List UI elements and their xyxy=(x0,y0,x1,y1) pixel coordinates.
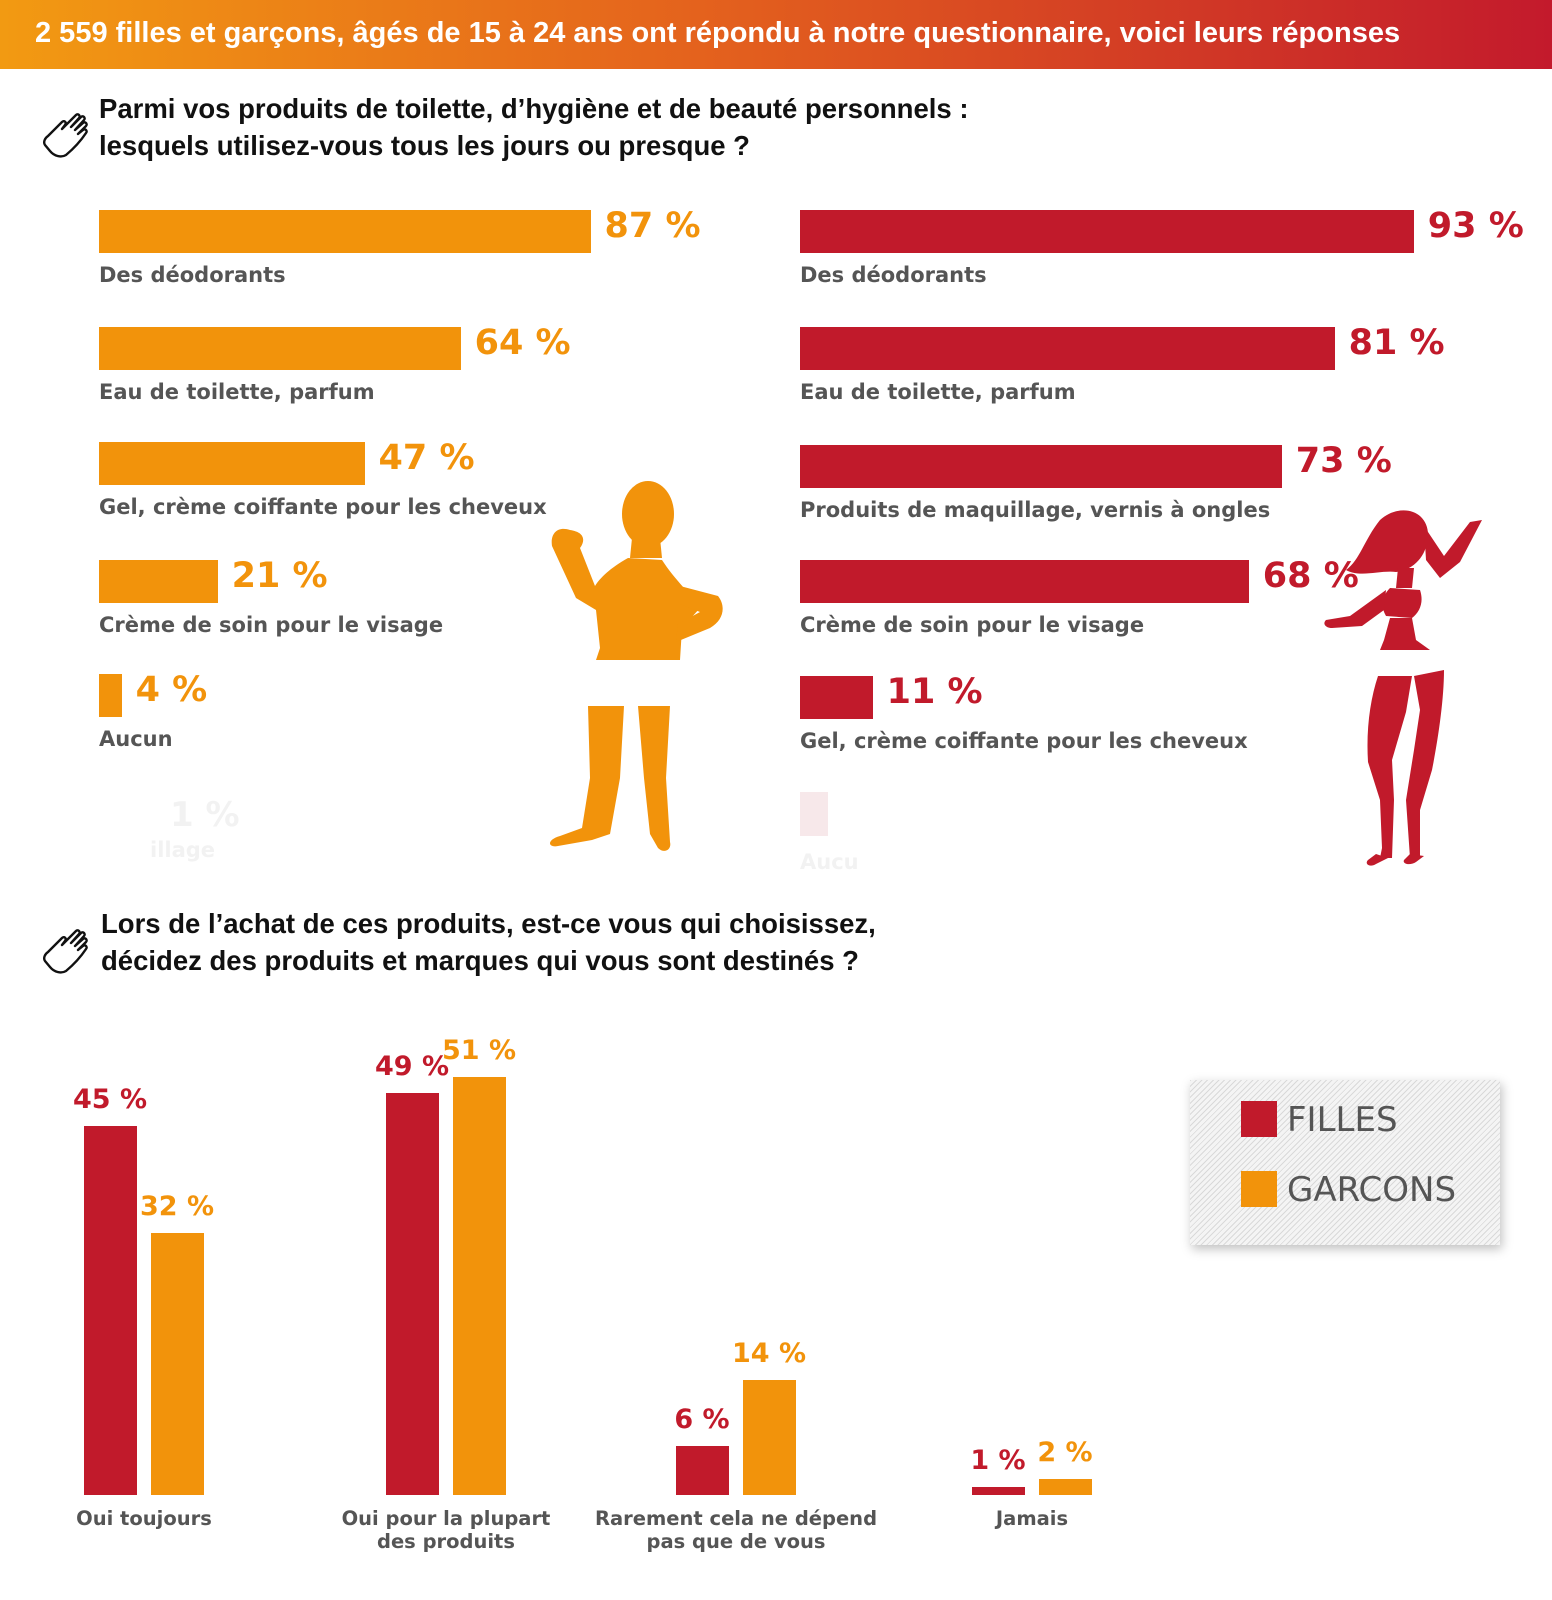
girls-category-label: Gel, crème coiffante pour les cheveux xyxy=(800,729,1248,753)
girls-category-label: Des déodorants xyxy=(800,263,987,287)
vbar-filles xyxy=(84,1126,137,1495)
vbar-filles xyxy=(972,1486,1025,1495)
vbar-garcons xyxy=(1039,1478,1092,1495)
vbar-garcons xyxy=(743,1380,796,1495)
vbar-category-label-line: Oui toujours xyxy=(76,1507,212,1530)
vbar-garcons xyxy=(151,1232,204,1495)
legend-swatch-filles xyxy=(1241,1101,1277,1137)
girls-value-label: 73 % xyxy=(1295,441,1392,481)
boys-category-label: Aucun xyxy=(99,727,173,751)
girls-bar xyxy=(800,560,1249,603)
boys-bar xyxy=(99,327,461,370)
question-1: Parmi vos produits de toilette, d’hygièn… xyxy=(99,90,969,164)
boys-category-label: Eau de toilette, parfum xyxy=(99,380,375,404)
faded-remnant: 1 % xyxy=(170,795,240,835)
header-banner: 2 559 filles et garçons, âgés de 15 à 24… xyxy=(0,0,1552,69)
vbar-category-label: Jamais xyxy=(872,1507,1192,1530)
boys-bar xyxy=(99,442,365,485)
boys-category-label: Crème de soin pour le visage xyxy=(99,613,444,637)
legend-swatch-garcons xyxy=(1241,1171,1277,1207)
girls-bar xyxy=(800,210,1414,253)
question-2: Lors de l’achat de ces produits, est-ce … xyxy=(101,905,876,979)
girls-category-label: Crème de soin pour le visage xyxy=(800,613,1145,637)
question-1-line-2: lesquels utilisez-vous tous les jours ou… xyxy=(99,130,750,161)
girls-category-label: Produits de maquillage, vernis à ongles xyxy=(800,498,1271,522)
girls-category-label: Eau de toilette, parfum xyxy=(800,380,1076,404)
boy-silhouette-icon xyxy=(550,481,723,851)
vbar-value-label: 14 % xyxy=(731,1338,807,1370)
vbar-value-label: 6 % xyxy=(674,1403,730,1435)
pointing-hand-icon xyxy=(43,929,88,974)
vbar-filles xyxy=(386,1093,439,1495)
girls-value-label: 11 % xyxy=(886,672,983,712)
vbar-category-label: Oui toujours xyxy=(0,1507,304,1530)
vbar-value-label: 51 % xyxy=(441,1034,517,1066)
question-2-line-2: décidez des produits et marques qui vous… xyxy=(101,945,859,976)
vbar-category-label-line: Jamais xyxy=(995,1507,1069,1530)
faded-remnant: Aucu xyxy=(800,850,859,874)
vbar-category-label: Rarement cela ne dépend pas que de vous xyxy=(576,1507,896,1553)
girls-bar xyxy=(800,445,1282,488)
vbar-category-label-line: Oui pour la plupart xyxy=(341,1507,551,1530)
girls-bar xyxy=(800,327,1335,370)
boys-category-label: Gel, crème coiffante pour les cheveux xyxy=(99,495,547,519)
boys-value-label: 47 % xyxy=(378,438,475,478)
pointing-hand-icon xyxy=(43,113,88,158)
vbar-category-label-line: Rarement cela ne dépend xyxy=(594,1507,878,1530)
question-1-line-1: Parmi vos produits de toilette, d’hygièn… xyxy=(99,93,969,124)
header-title: 2 559 filles et garçons, âgés de 15 à 24… xyxy=(35,17,1401,49)
girls-value-label: 81 % xyxy=(1348,323,1445,363)
vbar-value-label: 1 % xyxy=(970,1444,1026,1476)
vbar-value-label: 32 % xyxy=(139,1190,215,1222)
girls-bar xyxy=(800,676,873,719)
girl-silhouette-icon xyxy=(1324,510,1482,866)
boys-bar xyxy=(99,674,122,717)
vbar-value-label: 45 % xyxy=(72,1084,148,1115)
vbar-category-label: Oui pour la plupart des produits xyxy=(286,1507,606,1553)
vbar-category-label-line: pas que de vous xyxy=(646,1530,826,1553)
faded-remnant xyxy=(800,792,828,836)
question-2-line-1: Lors de l’achat de ces produits, est-ce … xyxy=(101,908,876,939)
legend-label-filles: FILLES xyxy=(1287,1100,1398,1140)
boys-value-label: 4 % xyxy=(135,670,208,710)
girls-value-label: 93 % xyxy=(1427,206,1524,246)
boys-value-label: 87 % xyxy=(604,206,701,246)
boys-value-label: 64 % xyxy=(474,323,571,363)
vbar-category-label-line: des produits xyxy=(376,1530,515,1553)
legend-label-garcons: GARCONS xyxy=(1287,1170,1457,1210)
legend: FILLES GARCONS xyxy=(1190,1080,1500,1245)
vbar-value-label: 2 % xyxy=(1037,1436,1093,1468)
boys-category-label: Des déodorants xyxy=(99,263,286,287)
faded-remnant: illage xyxy=(150,838,216,862)
boys-value-label: 21 % xyxy=(231,556,328,596)
boys-bar xyxy=(99,210,591,253)
vbar-value-label: 49 % xyxy=(374,1051,450,1083)
vbar-filles xyxy=(676,1445,729,1495)
girls-value-label: 68 % xyxy=(1262,556,1359,596)
boys-bar xyxy=(99,560,218,603)
vbar-garcons xyxy=(453,1076,506,1495)
